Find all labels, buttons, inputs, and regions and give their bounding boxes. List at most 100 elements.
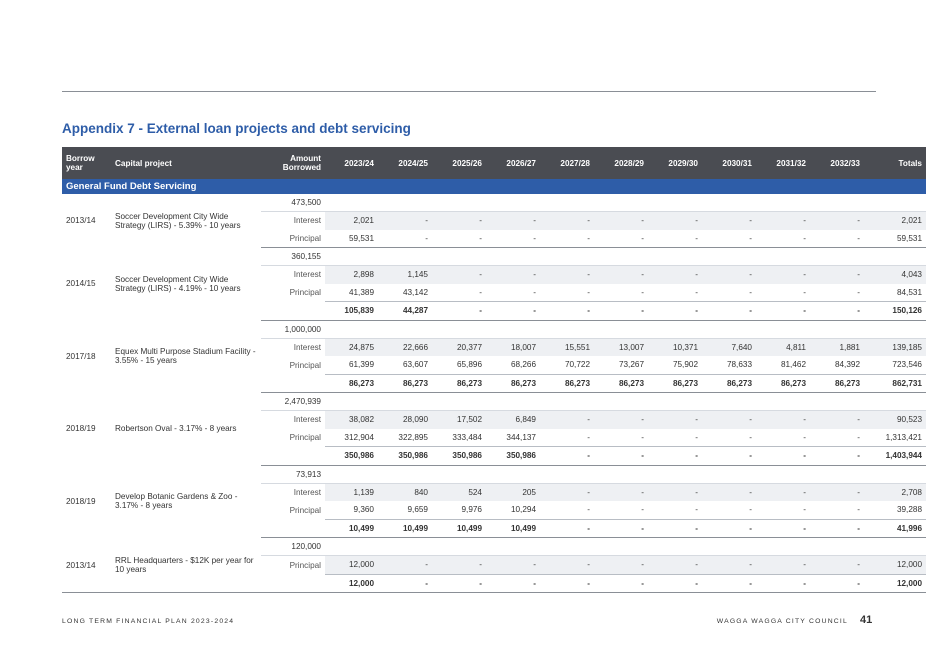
total-cell: 44,287 (378, 301, 432, 321)
value-cell: 139,185 (864, 338, 926, 356)
value-cell: 10,294 (510, 505, 536, 515)
value-cell: - (587, 432, 590, 442)
value-cell: - (756, 229, 810, 248)
value-cell: 840 (378, 483, 432, 501)
value-cell: - (810, 410, 864, 429)
total-cell: 350,986 (432, 446, 486, 466)
value-cell: - (648, 410, 702, 429)
section-title: General Fund Debt Servicing (62, 179, 926, 194)
total-cell: - (594, 301, 648, 321)
value-cell: - (702, 555, 756, 574)
value-cell: 2,021 (864, 211, 926, 230)
value-cell: - (378, 211, 432, 230)
value-cell: - (648, 265, 702, 284)
empty-cell (540, 465, 594, 484)
total-cell: 10,499 (378, 518, 432, 538)
total-cell: - (432, 301, 486, 321)
total-cell: - (648, 446, 702, 466)
value-cell: 9,976 (461, 505, 483, 515)
total-cell: 86,273 (378, 373, 432, 393)
total-cell: - (756, 518, 810, 538)
total-cell: - (810, 446, 864, 466)
column-header: Amount Borrowed (261, 147, 325, 179)
empty-cell (756, 320, 810, 339)
value-cell: - (378, 555, 432, 574)
value-cell: - (749, 287, 752, 297)
row-kind: Principal (289, 360, 321, 370)
table-row: 2017/18 Equex Multi Purpose Stadium Facil… (62, 320, 926, 365)
value-cell: - (378, 229, 432, 248)
total-cell: - (702, 518, 756, 538)
total-cell: 86,273 (756, 373, 810, 393)
value-cell: - (803, 287, 806, 297)
total-cell: - (702, 573, 756, 593)
value-cell: 81,462 (780, 360, 806, 370)
total-row: 105,839 44,287- - - - - - - -150,126 (62, 301, 926, 321)
value-cell: 1,313,421 (885, 432, 922, 442)
empty-cell (486, 465, 540, 484)
value-cell: 24,875 (325, 338, 378, 356)
value-cell: - (756, 483, 810, 501)
value-cell: 84,531 (896, 287, 922, 297)
empty-cell (325, 537, 378, 556)
table-row: 2018/19 Robertson Oval - 3.17% - 8 years 2… (62, 392, 926, 433)
value-cell: - (587, 505, 590, 515)
table-header-row: Borrow year Capital project Amount Borrowe… (62, 147, 926, 179)
value-cell: - (533, 287, 536, 297)
value-cell: 6,849 (486, 410, 540, 429)
table-row: Interest 38,082 28,090 17,502 6,849- - - - - -90,… (62, 410, 926, 429)
total-cell: - (594, 518, 648, 538)
value-cell: 1,145 (378, 265, 432, 284)
total-row: 10,499 10,499 10,499 10,499- - - - - -41,996 (62, 518, 926, 538)
borrow-year: 2013/14 (66, 216, 96, 226)
value-cell: - (857, 432, 860, 442)
value-cell: - (648, 229, 702, 248)
empty-cell (702, 320, 756, 339)
total-cell: - (810, 301, 864, 321)
row-kind: Interest (293, 216, 321, 226)
total-cell: - (432, 573, 486, 593)
column-header: 2029/30 (648, 147, 702, 179)
value-cell: - (594, 265, 648, 284)
value-cell: - (702, 410, 756, 429)
value-cell: 13,007 (594, 338, 648, 356)
total-cell: 86,273 (325, 373, 378, 393)
table-row: 2013/14 RRL Headquarters - $12K per year … (62, 537, 926, 574)
value-cell: 78,633 (726, 360, 752, 370)
row-kind: Interest (293, 342, 321, 352)
value-cell: 73,267 (618, 360, 644, 370)
value-cell: - (486, 229, 540, 248)
empty-cell (864, 320, 926, 339)
loan-table: Borrow year Capital project Amount Borrowe… (62, 147, 926, 593)
amount-borrowed: 1,000,000 (261, 320, 325, 339)
value-cell: 68,266 (510, 360, 536, 370)
value-cell: 39,288 (896, 505, 922, 515)
empty-cell (594, 465, 648, 484)
empty-cell (325, 465, 378, 484)
total-cell: - (540, 446, 594, 466)
total-row: 86,273 86,273 86,273 86,273 86,273 86,273 86,2… (62, 373, 926, 393)
table-row: Interest 1,139 840 524 205- - - - - -2,708 (62, 483, 926, 501)
table-row: 2018/19 Develop Botanic Gardens & Zoo - 3… (62, 465, 926, 510)
footer-right: WAGGA WAGGA CITY COUNCIL (716, 618, 848, 625)
value-cell: 22,666 (378, 338, 432, 356)
empty-cell (864, 537, 926, 556)
empty-cell (325, 194, 378, 212)
total-cell: - (540, 573, 594, 593)
total-cell: - (486, 573, 540, 593)
value-cell: - (648, 211, 702, 230)
total-cell: - (648, 518, 702, 538)
empty-cell (702, 465, 756, 484)
column-header: 2024/25 (378, 147, 432, 179)
value-cell: 9,360 (353, 505, 375, 515)
table-row: Principal 41,389 43,142 - - - - - - - - 84,531 (62, 284, 926, 302)
total-cell: 10,499 (325, 518, 378, 538)
total-cell: 105,839 (325, 301, 378, 321)
empty-cell (810, 392, 864, 411)
value-cell: - (857, 287, 860, 297)
value-cell: - (641, 287, 644, 297)
table-row: Principal 312,904 322,895 333,484 344,137 - - -… (62, 429, 926, 447)
value-cell: - (432, 229, 486, 248)
empty-cell (702, 537, 756, 556)
value-cell: - (594, 229, 648, 248)
